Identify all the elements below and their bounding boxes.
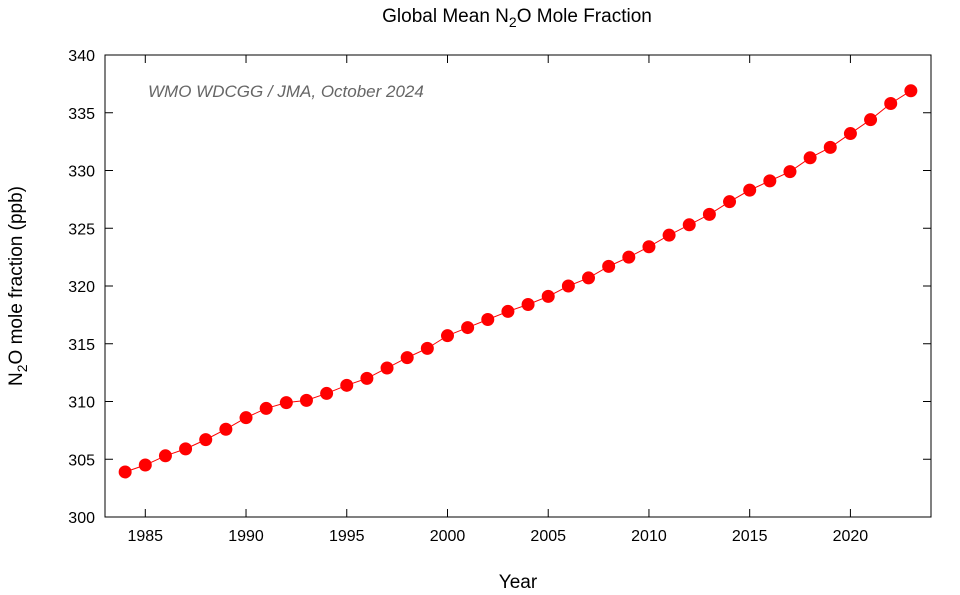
data-point [662,228,676,242]
data-point [179,442,193,456]
data-point [440,329,454,343]
x-tick-label: 2000 [430,528,466,545]
data-point [763,174,777,188]
data-point [843,127,857,141]
data-point [158,449,172,463]
data-point [521,297,535,311]
data-point [582,271,596,285]
data-point [320,386,334,400]
series-layer [118,84,918,479]
y-tick-label: 315 [68,337,95,354]
x-tick-label: 2020 [833,528,869,545]
y-axis-label-rest: O mole fraction (ppb) [6,186,27,364]
data-point [501,304,515,318]
data-point [400,351,414,365]
data-point [340,378,354,392]
x-tick-label: 2015 [732,528,768,545]
chart-title: Global Mean N2O Mole Fraction [382,6,652,30]
x-tick-label: 2010 [631,528,667,545]
data-point [118,465,132,479]
data-point [279,396,293,410]
chart-title-main: Global Mean N [382,6,509,27]
source-annotation: WMO WDCGG / JMA, October 2024 [148,82,424,101]
series-line [124,90,912,473]
y-tick-label: 305 [68,452,95,469]
x-tick-label: 1985 [127,528,163,545]
y-tick-label: 330 [68,164,95,181]
data-point [299,393,313,407]
y-axis-label: N2O mole fraction (ppb) [6,186,30,386]
y-axis-label-main: N [6,372,27,386]
x-axis-label: Year [499,572,538,593]
data-point [823,140,837,154]
y-tick-label: 340 [68,48,95,65]
data-point [360,371,374,385]
data-point [864,113,878,127]
data-point [602,259,616,273]
data-point [420,341,434,355]
x-tick-label: 1990 [228,528,264,545]
data-point [783,165,797,179]
y-tick-label: 300 [68,510,95,527]
data-point [642,240,656,254]
data-point [541,289,555,303]
y-tick-label: 325 [68,221,95,238]
y-axis-label-subscript: 2 [14,364,30,372]
y-axis: 300 305 310 315 320 325 330 335 340 [68,48,931,527]
x-axis: 1985 1990 1995 2000 2005 2010 2015 2020 [127,55,868,545]
x-tick-label: 2005 [530,528,566,545]
data-point [481,312,495,326]
chart-title-rest: O Mole Fraction [517,6,652,27]
data-point [461,321,475,335]
chart-title-subscript: 2 [509,14,517,30]
data-point [702,207,716,221]
y-tick-label: 320 [68,279,95,296]
data-point [380,361,394,375]
data-point [199,433,213,447]
data-point [723,195,737,209]
data-point [138,458,152,472]
y-tick-label: 310 [68,395,95,412]
data-point [219,422,233,436]
data-point [259,401,273,415]
plot-frame [104,54,932,518]
data-point [743,183,757,197]
data-point [239,411,253,425]
data-point [904,84,918,98]
x-tick-label: 1995 [329,528,365,545]
data-point [622,250,636,264]
data-point [884,97,898,111]
y-tick-label: 335 [68,106,95,123]
data-point [803,151,817,165]
data-point [682,218,696,232]
data-point [561,279,575,293]
